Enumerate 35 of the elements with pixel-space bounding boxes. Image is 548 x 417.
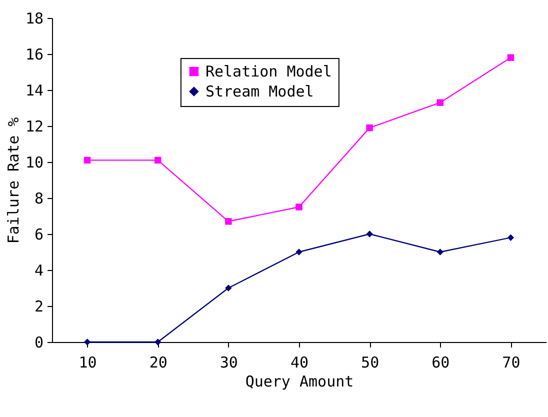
point [154,156,162,164]
x-tick-label: 70 [502,354,520,372]
y-tick-label: 10 [25,154,44,172]
x-axis-title: Query Amount [245,372,354,390]
y-tick-label: 14 [25,82,44,100]
y-tick-label: 2 [34,298,44,316]
y-axis-title: Failure Rate % [4,117,22,244]
y-tick-label: 18 [25,10,44,28]
x-tick-label: 40 [290,354,309,372]
y-tick-label: 12 [25,118,44,136]
point [225,284,232,292]
y-tick-label: 0 [34,334,44,352]
legend-label: Relation Model [205,62,332,80]
y-tick-label: 4 [34,262,44,280]
point [436,99,444,106]
point [154,338,162,346]
point [84,338,91,346]
point [507,54,514,61]
point [436,248,444,256]
point [296,204,302,210]
point [84,156,91,164]
x-tick-label: 30 [220,354,238,372]
point [366,124,373,132]
x-tick-label: 20 [149,354,168,372]
y-tick-label: 16 [25,46,44,64]
x-tick-label: 50 [361,354,380,372]
x-tick-label: 60 [432,354,450,372]
point [225,218,232,225]
legend-label: Stream Model [205,82,314,100]
x-tick-label: 10 [78,354,97,372]
y-tick-label: 8 [34,190,44,208]
point [507,234,514,241]
point [366,230,373,238]
point [296,248,302,256]
y-tick-label: 6 [34,226,44,244]
